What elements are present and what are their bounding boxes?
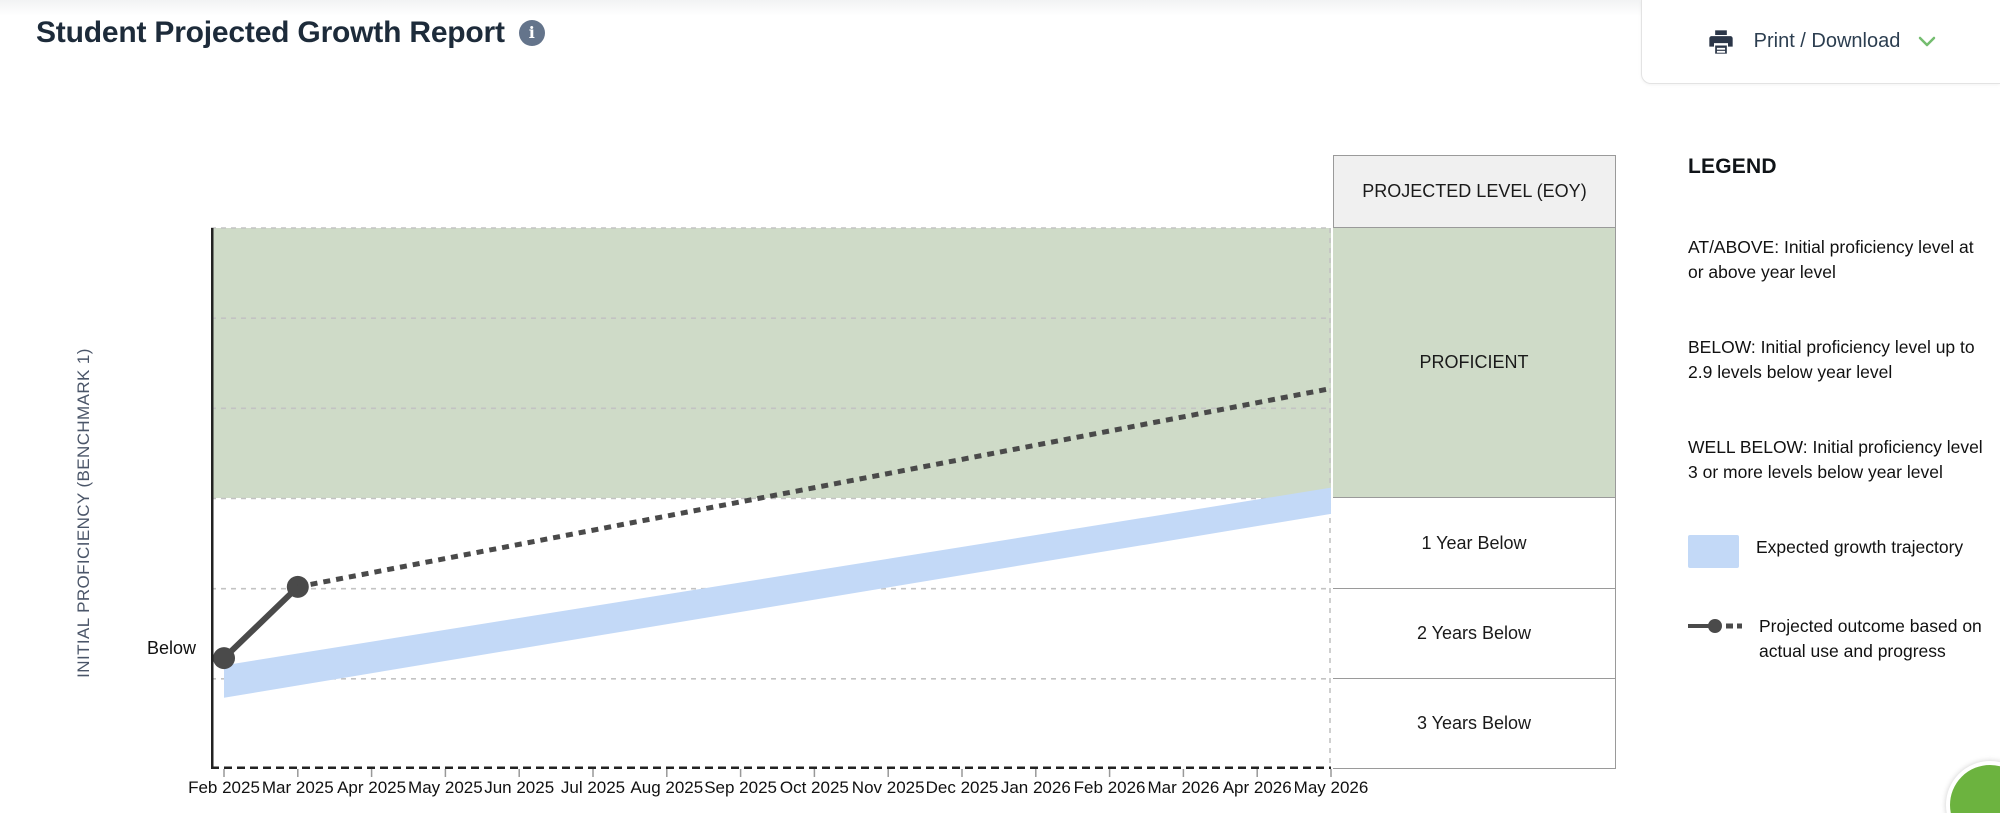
projected-level-header: PROJECTED LEVEL (EOY)	[1333, 155, 1616, 228]
print-download-label: Print / Download	[1753, 30, 1901, 52]
data-point-marker	[213, 647, 235, 670]
legend-item-label: Projected outcome based on actual use an…	[1759, 616, 1982, 661]
x-axis-label: Oct 2025	[779, 778, 849, 797]
projected-outcome-line-icon	[1688, 619, 1742, 633]
x-axis: Feb 2025 Mar 2025 Apr 2025 May 2025 Jun 2025…	[0, 778, 2000, 802]
x-axis-label: Jun 2025	[484, 778, 555, 797]
projected-level-3-years-below: 3 Years Below	[1333, 679, 1616, 769]
legend-description-well-below: WELL BELOW: Initial proficiency level 3 …	[1688, 437, 1983, 482]
projected-level-proficient: PROFICIENT	[1333, 228, 1616, 498]
projected-level-1-year-below: 1 Year Below	[1333, 498, 1616, 589]
chevron-down-icon	[1919, 36, 1936, 46]
help-button[interactable]	[1946, 761, 2000, 813]
expected-growth-swatch	[1688, 535, 1739, 568]
page-title: Student Projected Growth Report	[36, 16, 505, 49]
info-icon[interactable]: i	[518, 20, 545, 46]
x-axis-label: Apr 2025	[337, 778, 407, 797]
x-axis-label: Sep 2025	[704, 778, 777, 797]
legend-item-label: Expected growth trajectory	[1756, 537, 1964, 557]
legend-description-at-above: AT/ABOVE: Initial proficiency level at o…	[1688, 237, 1974, 282]
projected-outcome-line	[297, 386, 1332, 590]
print-download-button[interactable]: Print / Download	[1641, 0, 2000, 84]
growth-chart-plot-area	[211, 227, 1332, 777]
x-axis-label: May 2026	[1293, 778, 1369, 797]
legend-panel: LEGEND AT/ABOVE: Initial proficiency lev…	[1688, 155, 1993, 710]
actual-growth-line	[221, 584, 300, 661]
title-row: Student Projected Growth Report i	[36, 16, 545, 50]
top-strip	[0, 0, 2000, 16]
legend-heading: LEGEND	[1688, 155, 1777, 178]
x-axis-label: Nov 2025	[851, 778, 925, 797]
x-axis-label: Mar 2025	[261, 778, 334, 797]
x-axis-label: Apr 2026	[1222, 778, 1292, 797]
x-axis-label: Feb 2025	[188, 778, 260, 797]
growth-chart-svg	[211, 227, 1332, 777]
expected-growth-band	[224, 487, 1331, 698]
x-axis-label: Jul 2025	[560, 778, 626, 797]
x-axis-label: Aug 2025	[630, 778, 704, 797]
x-axis-label: Dec 2025	[925, 778, 999, 797]
projected-level-2-years-below: 2 Years Below	[1333, 589, 1616, 679]
x-axis-label: Feb 2026	[1073, 778, 1146, 797]
legend-item-expected-growth: Expected growth trajectory	[1688, 535, 1993, 568]
x-axis-label: Jan 2026	[1000, 778, 1071, 797]
data-point-marker	[286, 575, 309, 598]
y-axis-title: INITIAL PROFICIENCY (BENCHMARK 1)	[74, 348, 93, 678]
legend-item-projected-outcome: Projected outcome based on actual use an…	[1688, 614, 1993, 664]
initial-level-label: Below	[146, 638, 196, 658]
legend-description-below: BELOW: Initial proficiency level up to 2…	[1688, 337, 1975, 382]
proficient-zone	[211, 228, 1331, 498]
printer-icon	[1708, 29, 1733, 54]
x-axis-label: May 2025	[408, 778, 483, 797]
x-axis-label: Mar 2026	[1147, 778, 1220, 797]
